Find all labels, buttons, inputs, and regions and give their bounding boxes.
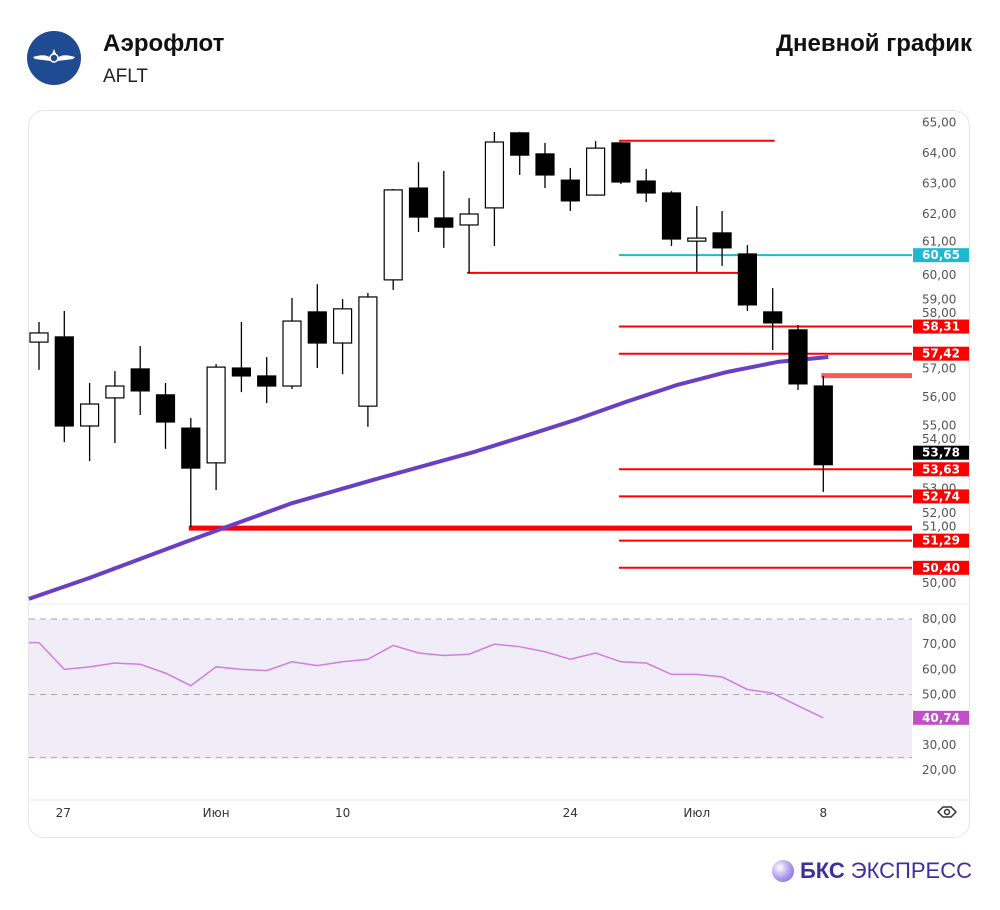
candle-down <box>181 427 201 469</box>
time-axis-tick: 8 <box>819 806 827 820</box>
level-badge <box>913 346 969 361</box>
level-badge-label: 53,63 <box>922 462 960 476</box>
candle-up <box>484 141 504 209</box>
level-badge <box>913 489 969 504</box>
rsi-band-fill <box>29 619 912 759</box>
level-badge <box>913 462 969 477</box>
level-badge-label: 51,29 <box>922 534 960 548</box>
time-axis-tick: 24 <box>563 806 578 820</box>
candle-up <box>206 366 226 464</box>
rsi-axis-tick: 30,00 <box>922 738 956 752</box>
level-badge-label: 58,31 <box>922 320 960 334</box>
price-axis-tick: 59,00 <box>922 293 956 307</box>
price-axis-tick: 52,00 <box>922 506 956 520</box>
candle-up <box>79 403 100 427</box>
candle-down <box>307 311 327 344</box>
last-price-badge-label: 53,78 <box>922 446 960 460</box>
time-axis-tick: 10 <box>335 806 350 820</box>
candle-up <box>585 147 606 196</box>
candle-down <box>155 394 176 423</box>
rsi-axis-tick: 70,00 <box>922 637 956 651</box>
candle-up <box>333 308 353 344</box>
company-name: Аэрофлот <box>103 30 225 57</box>
candle-down <box>130 368 150 392</box>
candle-down <box>408 187 429 218</box>
winged-emblem-icon <box>33 49 75 63</box>
price-axis-tick: 54,00 <box>922 432 956 446</box>
price-axis-tick: 62,00 <box>922 207 956 221</box>
price-axis-tick: 56,00 <box>922 390 956 404</box>
price-axis-tick: 61,00 <box>922 235 956 249</box>
ticker-symbol: AFLT <box>103 66 149 87</box>
price-axis-tick: 57,00 <box>922 362 956 376</box>
brand-bold: БКС <box>799 858 845 883</box>
candle-down <box>788 329 808 385</box>
aeroflot-logo <box>27 31 81 85</box>
price-axis-tick: 55,00 <box>922 419 956 433</box>
candle-up <box>687 237 707 242</box>
rsi-axis-tick: 80,00 <box>922 612 956 626</box>
level-badge <box>913 560 969 575</box>
time-axis-tick: Июн <box>203 806 230 820</box>
candle-down <box>54 336 74 427</box>
time-axis-tick: 27 <box>56 806 71 820</box>
level-badge <box>913 248 969 263</box>
price-axis-tick: 65,00 <box>922 116 956 130</box>
price-axis-tick: 60,00 <box>922 268 956 282</box>
candle-down <box>560 179 580 202</box>
rsi-axis-tick: 20,00 <box>922 763 956 777</box>
candle-up <box>29 332 49 343</box>
candle-down <box>636 180 656 194</box>
candle-down <box>510 132 530 156</box>
candle-down <box>611 142 631 183</box>
chart-card <box>28 110 970 838</box>
price-axis-tick: 51,00 <box>922 520 956 534</box>
moving-average-line <box>28 355 829 601</box>
candle-down <box>257 375 277 387</box>
candle-down <box>712 232 732 249</box>
last-price-badge <box>913 445 969 460</box>
rsi-line <box>38 642 824 719</box>
price-axis-tick: 58,00 <box>922 306 956 320</box>
time-axis-tick: Июл <box>683 806 710 820</box>
candle-up <box>105 385 125 399</box>
candle-up <box>282 320 302 387</box>
level-badge-label: 50,40 <box>922 561 960 575</box>
candle-up <box>383 189 403 281</box>
price-axis-tick: 64,00 <box>922 146 956 160</box>
bcs-express-logo: БКС ЭКСПРЕСС <box>771 858 972 884</box>
brand-sphere-icon <box>771 860 794 882</box>
price-axis-tick: 63,00 <box>922 177 956 191</box>
level-badge <box>913 319 969 334</box>
candle-down <box>763 311 783 324</box>
rsi-badge-label: 40,74 <box>922 711 960 725</box>
rsi-axis-tick: 60,00 <box>922 662 956 676</box>
candle-up <box>358 296 378 407</box>
candle-down <box>661 192 682 240</box>
candle-down <box>434 217 454 228</box>
level-badge-label: 52,74 <box>922 489 960 503</box>
candle-down <box>813 385 833 466</box>
level-badge <box>913 533 969 548</box>
candle-down <box>535 153 555 176</box>
rsi-axis-tick: 50,00 <box>922 688 956 702</box>
candle-down <box>737 253 758 306</box>
level-badge-label: 60,65 <box>922 248 960 262</box>
candle-down <box>231 367 251 377</box>
price-axis-tick: 50,00 <box>922 576 956 590</box>
level-badge-label: 57,42 <box>922 347 960 361</box>
candle-up <box>459 213 479 226</box>
chart-period-title: Дневной график <box>775 30 972 57</box>
rsi-badge <box>913 710 969 725</box>
visibility-eye-icon[interactable] <box>936 805 958 824</box>
brand-rest: ЭКСПРЕСС <box>850 858 972 883</box>
